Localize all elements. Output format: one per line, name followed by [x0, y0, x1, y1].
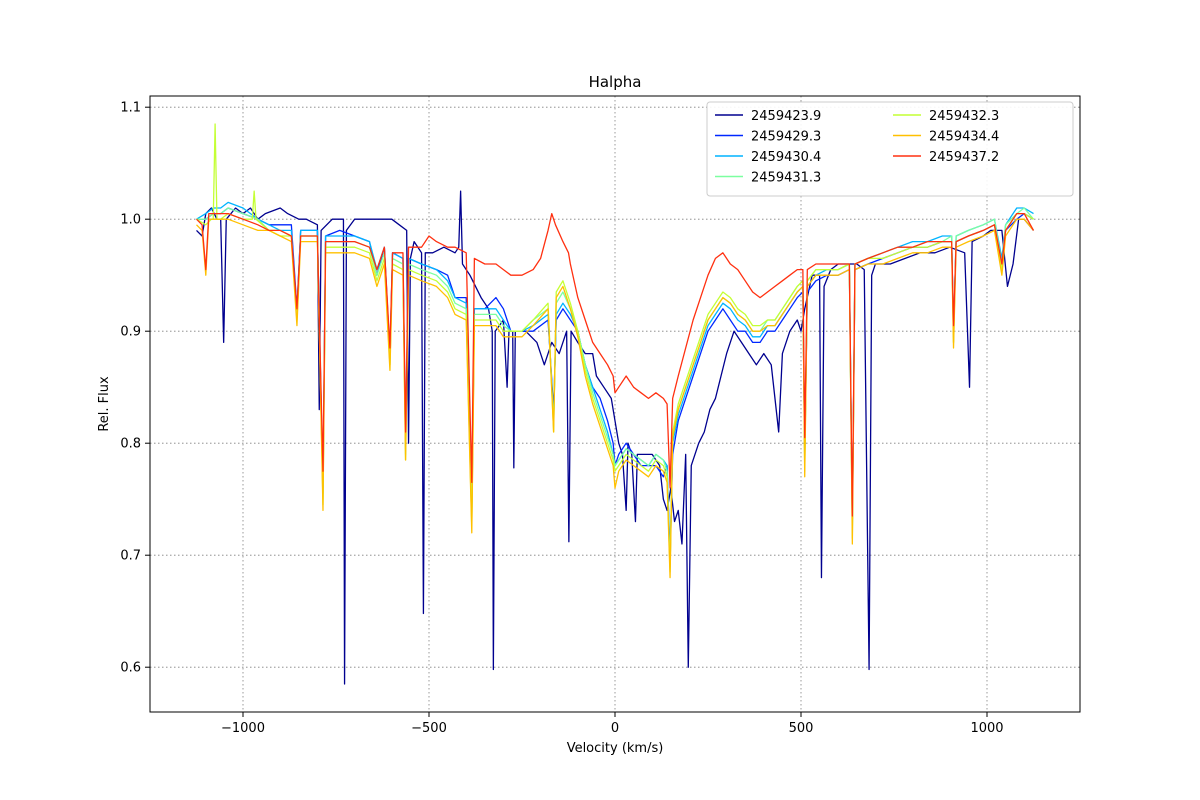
legend-entry-label: 2459437.2 [929, 150, 999, 165]
y-tick-label: 0.9 [120, 325, 141, 340]
legend-entry-label: 2459430.4 [751, 150, 821, 165]
legend-entry-label: 2459434.4 [929, 130, 999, 145]
legend: 2459423.9 2459429.3 2459430.4 2459431.3 2459… [706, 101, 1074, 197]
series-line-0 [196, 190, 1035, 685]
y-tick-label: 0.8 [120, 437, 141, 452]
x-axis-label: Velocity (km/s) [567, 741, 664, 756]
legend-entry-label: 2459431.3 [751, 171, 821, 186]
x-tick-label: 0 [611, 721, 619, 736]
y-tick-label: 0.6 [120, 661, 141, 676]
legend-entry-label: 2459429.3 [751, 130, 821, 145]
legend-frame [706, 101, 1074, 197]
legend-entry-label: 2459432.3 [929, 109, 999, 124]
x-tick-label: 1000 [970, 721, 1003, 736]
x-tick-label: −500 [411, 721, 447, 736]
y-axis-label: Rel. Flux [97, 376, 112, 432]
tick-layer: −1000 −500 0 500 1000 0.6 0.7 0.8 0.9 1.0 1.1 [120, 101, 1003, 736]
chart-title: Halpha [589, 73, 642, 91]
series-layer [196, 123, 1035, 685]
grid-layer [150, 96, 1080, 712]
x-tick-label: −1000 [221, 721, 265, 736]
series-line-6 [196, 212, 1035, 517]
legend-entry-label: 2459423.9 [751, 109, 821, 124]
y-tick-label: 0.7 [120, 549, 141, 564]
y-tick-label: 1.1 [120, 101, 141, 116]
x-tick-label: 500 [789, 721, 814, 736]
y-tick-label: 1.0 [120, 213, 141, 228]
